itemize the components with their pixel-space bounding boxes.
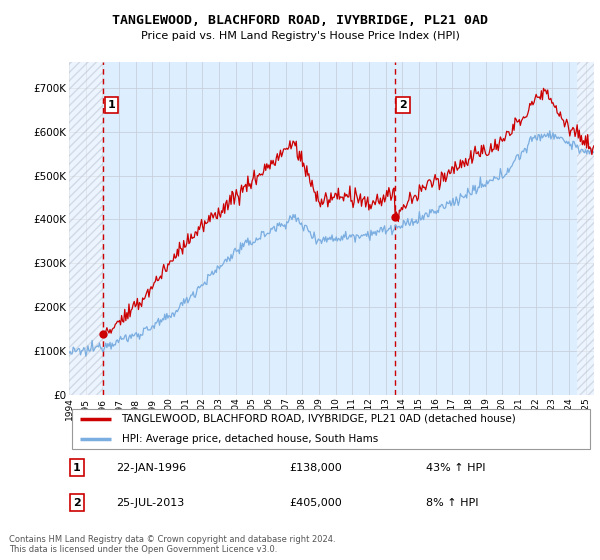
- Text: 22-JAN-1996: 22-JAN-1996: [116, 463, 187, 473]
- Bar: [69, 62, 103, 395]
- Text: Price paid vs. HM Land Registry's House Price Index (HPI): Price paid vs. HM Land Registry's House …: [140, 31, 460, 41]
- Text: 8% ↑ HPI: 8% ↑ HPI: [426, 498, 479, 507]
- Text: £138,000: £138,000: [290, 463, 342, 473]
- Text: 25-JUL-2013: 25-JUL-2013: [116, 498, 185, 507]
- Text: 2: 2: [73, 498, 81, 507]
- Text: TANGLEWOOD, BLACHFORD ROAD, IVYBRIDGE, PL21 0AD: TANGLEWOOD, BLACHFORD ROAD, IVYBRIDGE, P…: [112, 14, 488, 27]
- Text: 2: 2: [399, 100, 407, 110]
- Text: 1: 1: [107, 100, 115, 110]
- Text: £405,000: £405,000: [290, 498, 342, 507]
- FancyBboxPatch shape: [71, 409, 590, 449]
- Text: Contains HM Land Registry data © Crown copyright and database right 2024.
This d: Contains HM Land Registry data © Crown c…: [9, 535, 335, 554]
- Text: 1: 1: [73, 463, 81, 473]
- Text: HPI: Average price, detached house, South Hams: HPI: Average price, detached house, Sout…: [121, 434, 378, 444]
- Text: TANGLEWOOD, BLACHFORD ROAD, IVYBRIDGE, PL21 0AD (detached house): TANGLEWOOD, BLACHFORD ROAD, IVYBRIDGE, P…: [121, 414, 516, 424]
- Text: 43% ↑ HPI: 43% ↑ HPI: [426, 463, 485, 473]
- Bar: [577, 62, 594, 395]
